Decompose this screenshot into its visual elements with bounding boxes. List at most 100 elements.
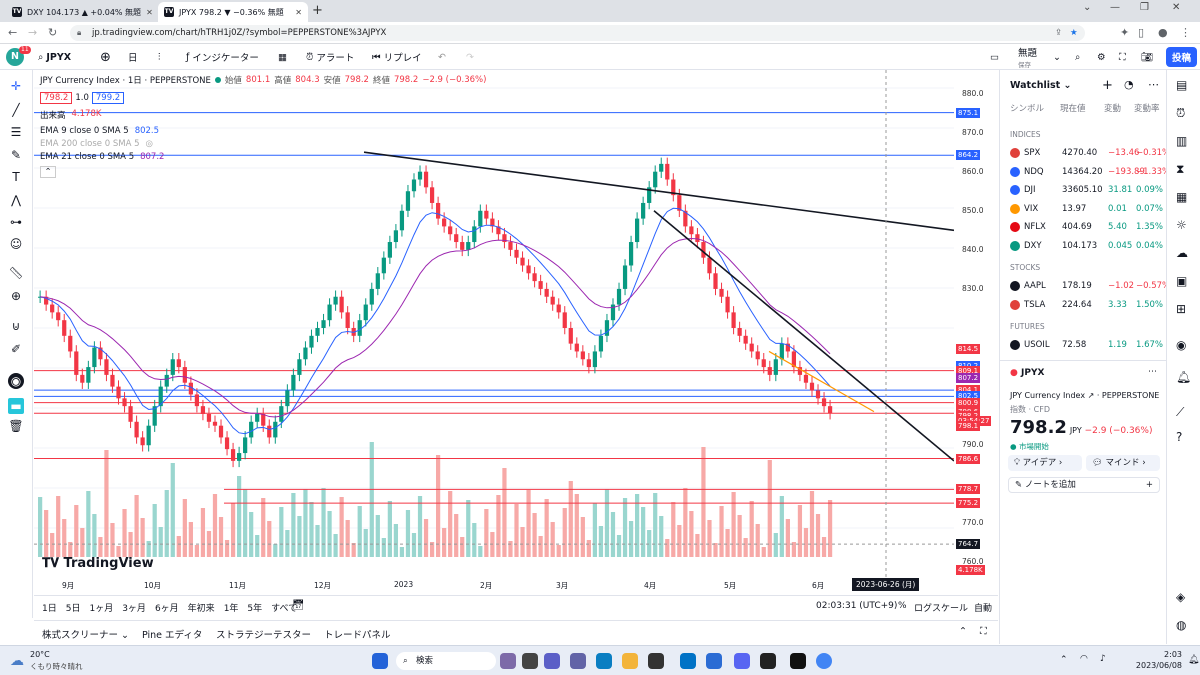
reload-icon[interactable]: ↻ xyxy=(48,26,58,39)
extensions-icon[interactable]: ✦ xyxy=(1120,26,1130,39)
app-icon[interactable] xyxy=(706,653,722,669)
tab-screener[interactable]: 株式スクリーナー ⌄ xyxy=(42,630,129,641)
close-icon[interactable]: ✕ xyxy=(146,7,153,17)
maximize-panel-icon[interactable]: ⛶ xyxy=(980,626,987,637)
col-price[interactable]: 現在値 xyxy=(1060,104,1086,114)
chart-canvas[interactable] xyxy=(34,70,954,578)
alerts-icon[interactable]: ⏰︎ xyxy=(1176,106,1186,120)
settings-gear-icon[interactable]: ⚙︎ xyxy=(1097,51,1106,63)
zoom-icon[interactable]: ⊕ xyxy=(10,289,22,303)
layers-icon[interactable]: ◈ xyxy=(1176,590,1186,604)
redo-icon[interactable]: ↷ xyxy=(466,51,474,63)
tab-pine-editor[interactable]: Pine エディタ xyxy=(142,630,203,641)
watchlist-section-header[interactable]: INDICES xyxy=(1010,130,1041,139)
discord-icon[interactable] xyxy=(734,653,750,669)
symbol-search-button[interactable]: ⌕ JPYX xyxy=(38,44,71,70)
tab-trading-panel[interactable]: トレードパネル xyxy=(324,630,391,641)
app2-icon[interactable] xyxy=(760,653,776,669)
watchlist-row[interactable]: DXY 104.173 0.045 0.04% xyxy=(1000,237,1166,255)
crosshair-icon[interactable]: ✛ xyxy=(10,79,22,93)
range-button[interactable]: 1日 xyxy=(42,604,57,614)
text-tool-icon[interactable]: T xyxy=(12,170,20,184)
widgets-icon[interactable] xyxy=(522,653,538,669)
volume-icon[interactable]: ♪ xyxy=(1100,654,1106,664)
bookmark-star-icon[interactable]: ★ xyxy=(1070,28,1078,38)
range-button[interactable]: 1ヶ月 xyxy=(89,604,114,614)
eye-hidden-icon[interactable]: ◎ xyxy=(145,139,153,149)
share-icon[interactable]: ⇪ xyxy=(1055,28,1063,38)
help-chat-icon[interactable]: ◍ xyxy=(1176,618,1187,632)
add-symbol-icon[interactable]: + xyxy=(1102,78,1113,93)
horizontal-lines-icon[interactable]: ☰ xyxy=(10,125,22,139)
clock-timezone[interactable]: 02:03:31 (UTC+9) xyxy=(816,601,898,611)
range-button[interactable]: 年初来 xyxy=(187,604,215,614)
trash-icon[interactable]: 🗑︎ xyxy=(8,419,24,433)
browser-menu-icon[interactable]: ⋮ xyxy=(1180,26,1191,39)
mail-icon[interactable] xyxy=(680,653,696,669)
watchlist-row[interactable]: NDQ 14364.20 −193.89 −1.33% xyxy=(1000,163,1170,181)
ideas-button[interactable]: 💡︎ アイデア › xyxy=(1008,455,1082,471)
compare-add-icon[interactable]: ⊕ xyxy=(100,49,111,65)
interval-button[interactable]: 日 xyxy=(128,44,138,70)
range-button[interactable]: 1年 xyxy=(223,604,239,614)
watchlist-icon[interactable]: ▤ xyxy=(1176,78,1188,92)
range-button[interactable]: 6ヶ月 xyxy=(154,604,179,614)
indicators-button[interactable]: ƒ インジケーター xyxy=(186,44,259,70)
teams-icon[interactable] xyxy=(544,653,560,669)
watchlist-section-header[interactable]: FUTURES xyxy=(1010,322,1045,331)
edge-icon[interactable] xyxy=(596,653,612,669)
forward-icon[interactable]: → xyxy=(28,26,38,39)
data-window-icon[interactable]: ▥ xyxy=(1176,134,1188,148)
undo-icon[interactable]: ↶ xyxy=(438,51,446,63)
templates-icon[interactable]: ▦ xyxy=(278,51,287,63)
minds-button[interactable]: 💬︎ マインド › xyxy=(1086,455,1160,471)
log-scale-toggle[interactable]: ログスケール xyxy=(914,604,969,614)
wifi-icon[interactable]: ◠ xyxy=(1080,654,1088,664)
tab-strategy-tester[interactable]: ストラテジーテスター xyxy=(216,630,312,641)
time-axis[interactable]: 9月 10月 11月 12月 2023 2月 3月 4月 5月 6月 2023-06-26 (月) xyxy=(34,578,998,592)
goto-date-icon[interactable]: 📅︎ xyxy=(292,600,305,611)
tab-search-icon[interactable]: ⌄ xyxy=(1083,2,1092,13)
weather-icon[interactable]: ☁ xyxy=(10,653,24,669)
tray-chevron-icon[interactable]: ⌃ xyxy=(1060,655,1068,665)
browser-tab-dxy[interactable]: TV DXY 104.173 ▲ +0.04% 無題 ✕ xyxy=(6,2,154,22)
buy-button[interactable]: 799.2 xyxy=(91,92,125,104)
notifications-bell-icon[interactable]: 🔔︎ xyxy=(1176,370,1192,384)
hotlist-icon[interactable]: ⧗ xyxy=(1176,162,1185,176)
back-icon[interactable]: ← xyxy=(8,26,18,39)
quick-search-icon[interactable]: ⌕ xyxy=(1075,51,1081,63)
details-more-icon[interactable]: ⋯ xyxy=(1148,367,1157,377)
watchlist-section-header[interactable]: STOCKS xyxy=(1010,263,1041,272)
watchlist-row[interactable]: SPX 4270.40 −13.46 −0.31% xyxy=(1000,144,1170,162)
details-symbol[interactable]: ● JPYX xyxy=(1010,368,1044,378)
broadcast-icon[interactable]: ◉ xyxy=(1176,338,1187,352)
range-button[interactable]: すべて xyxy=(271,604,298,614)
taskview-icon[interactable] xyxy=(500,653,516,669)
browser-tab-jpyx[interactable]: TV JPYX 798.2 ▼ −0.36% 無題 ✕ xyxy=(158,2,308,22)
close-icon[interactable]: ✕ xyxy=(295,7,302,17)
snapshot-camera-icon[interactable]: 📷︎ xyxy=(1141,51,1154,63)
start-icon[interactable] xyxy=(372,653,388,669)
lock-drawings-icon[interactable]: ✐ xyxy=(10,342,22,356)
chat-icon[interactable]: ☁ xyxy=(1176,246,1188,260)
new-tab-icon[interactable]: + xyxy=(312,3,323,18)
chrome-icon[interactable] xyxy=(816,653,832,669)
minimize-icon[interactable]: — xyxy=(1110,2,1120,13)
trendline-icon[interactable]: ╱ xyxy=(12,103,20,117)
ideas-stream-icon[interactable]: ☼ xyxy=(1176,218,1187,232)
layout-name-button[interactable]: 無題 保存 xyxy=(1018,44,1037,70)
watchlist-row[interactable]: TSLA 224.64 3.33 1.50% xyxy=(1000,296,1166,314)
notification-icon[interactable]: 🔔︎ xyxy=(1188,655,1200,665)
watchlist-row[interactable]: VIX 13.97 0.01 0.07% xyxy=(1000,200,1166,218)
ema21-row[interactable]: EMA 21 close 0 SMA 5 807.2 xyxy=(40,152,500,162)
replay-button[interactable]: ⏮︎ リプレイ xyxy=(372,44,422,70)
trend-icon[interactable]: ⟋ xyxy=(1176,405,1185,419)
col-change[interactable]: 変動 xyxy=(1104,104,1122,114)
explorer-icon[interactable] xyxy=(622,653,638,669)
price-axis[interactable]: 880.0 870.0 860.0 850.0 840.0 830.0 790.0 770.0… xyxy=(954,70,998,578)
fullscreen-icon[interactable]: ⛶ xyxy=(1119,51,1126,63)
collapse-panel-icon[interactable]: ⌃ xyxy=(959,626,967,637)
range-button[interactable]: 5年 xyxy=(247,604,263,614)
sidepanel-icon[interactable]: ▯ xyxy=(1138,26,1145,39)
watchlist-title[interactable]: Watchlist ⌄ xyxy=(1010,80,1072,91)
